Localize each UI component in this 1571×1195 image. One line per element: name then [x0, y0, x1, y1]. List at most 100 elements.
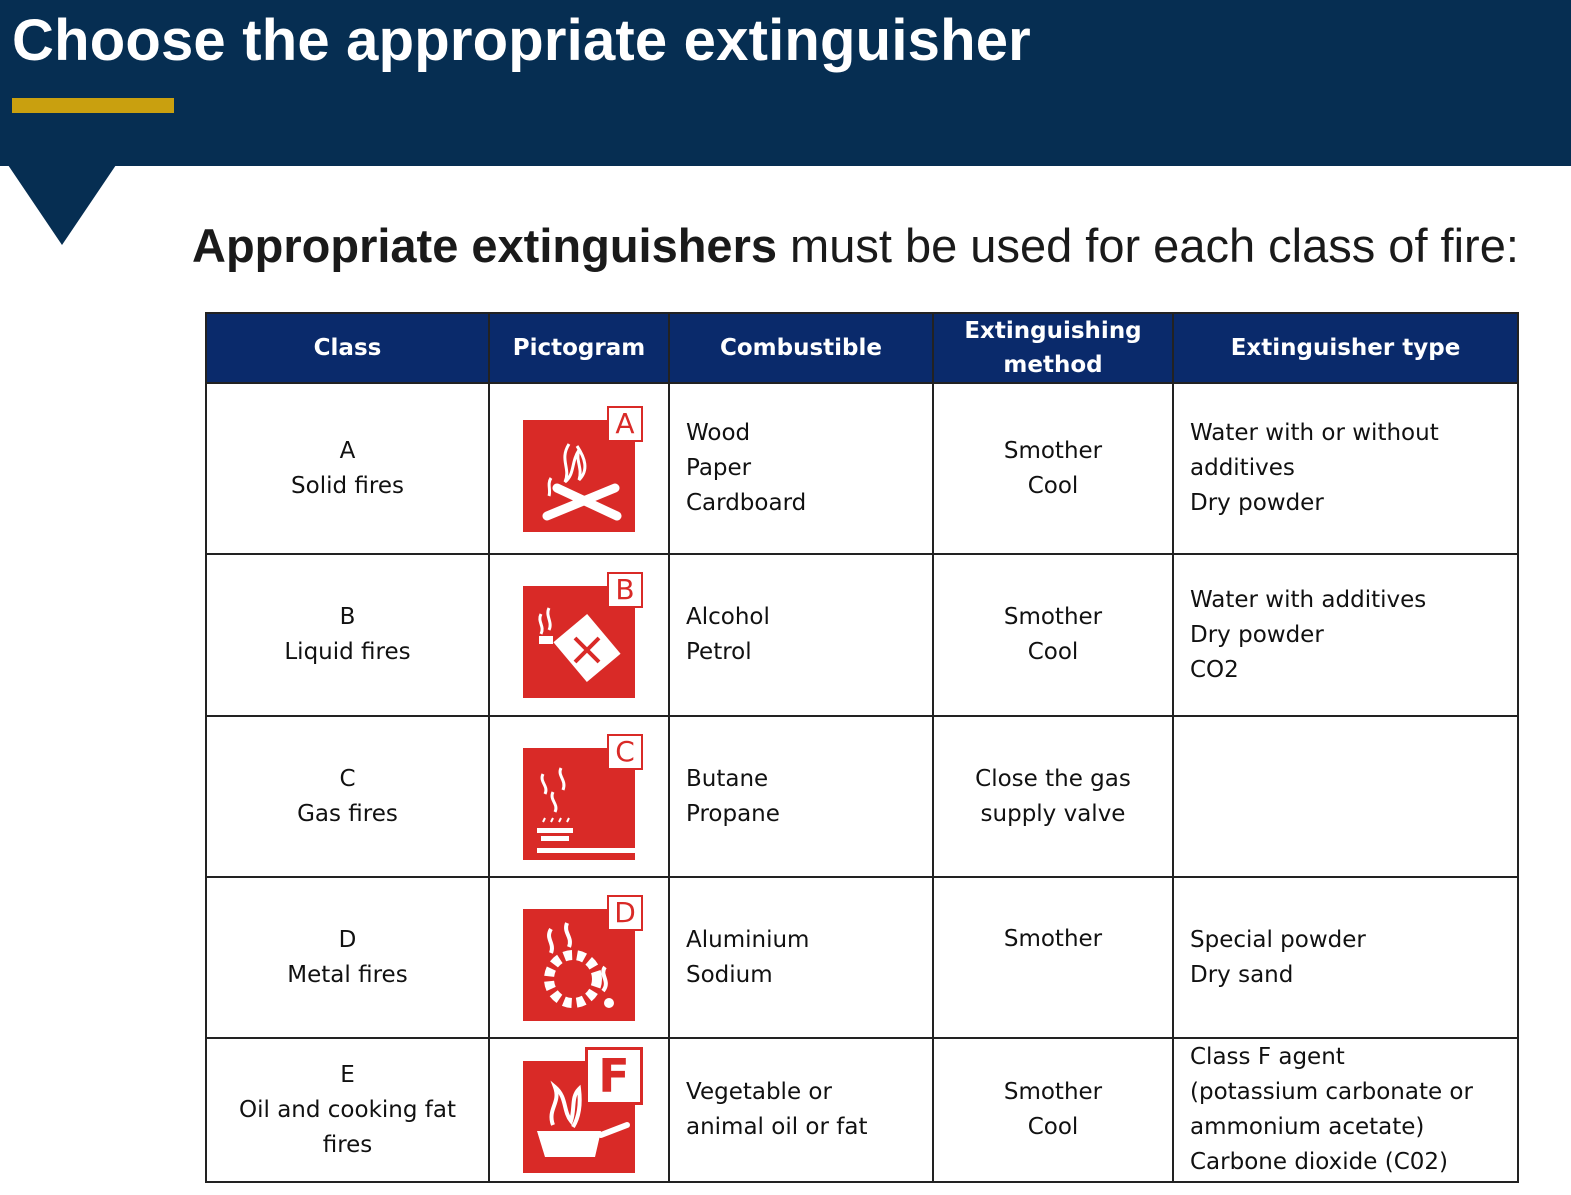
method-item: Smother — [1003, 604, 1103, 630]
pictogram-cell: C — [488, 715, 670, 878]
solid-fire-icon — [542, 442, 622, 520]
header-pointer-triangle — [8, 165, 116, 245]
method-cell: Smother Cool — [932, 553, 1174, 717]
combustible-item: Sodium — [686, 961, 773, 988]
combustible-cell: Alcohol Petrol — [668, 553, 934, 717]
class-name: Metal fires — [287, 961, 408, 988]
method-item: Close the gas — [975, 765, 1131, 792]
solid-fire-pictogram: A — [515, 405, 643, 532]
column-header-pictogram: Pictogram — [488, 312, 670, 384]
type-item: Dry powder — [1190, 621, 1324, 648]
method-cell: Smother Cool — [932, 1037, 1174, 1183]
type-cell: Water with or without additives Dry powd… — [1172, 382, 1519, 555]
method-item: Cool — [1027, 1114, 1079, 1140]
type-item: Dry powder — [1190, 490, 1324, 516]
type-item: (potassium carbonate or — [1190, 1079, 1473, 1105]
method-item: Cool — [1027, 472, 1079, 499]
table-row: B Liquid fires B Alcohol — [205, 553, 1519, 717]
method-cell: Smother — [932, 876, 1174, 1039]
class-cell: B Liquid fires — [205, 553, 490, 717]
pictogram-cell: F — [488, 1037, 670, 1183]
combustible-item: Vegetable or — [686, 1079, 832, 1105]
type-cell: Water with additives Dry powder CO2 — [1172, 553, 1519, 717]
table-row: A Solid fires A Wood Paper — [205, 382, 1519, 555]
column-header-class: Class — [205, 312, 490, 384]
combustible-item: Cardboard — [686, 490, 807, 516]
type-item: ammonium acetate) — [1190, 1114, 1425, 1140]
liquid-fire-pictogram: B — [515, 572, 643, 698]
combustible-item: Butane — [686, 765, 769, 792]
gas-fire-pictogram: C — [515, 733, 643, 860]
class-letter: C — [339, 765, 356, 792]
class-name: Liquid fires — [284, 639, 411, 665]
method-item: Smother — [1003, 926, 1103, 952]
type-item: Water with additives — [1190, 586, 1427, 613]
cooking-fat-fire-pictogram: F — [515, 1047, 643, 1173]
type-cell: Class F agent (potassium carbonate or am… — [1172, 1037, 1519, 1183]
type-item: Water with or without additives — [1190, 420, 1439, 481]
combustible-item: animal oil or fat — [686, 1114, 868, 1140]
liquid-fire-icon — [538, 607, 621, 683]
column-header-combustible: Combustible — [668, 312, 934, 384]
class-cell: E Oil and cooking fat fires — [205, 1037, 490, 1183]
header-banner: Choose the appropriate extinguisher — [0, 0, 1571, 166]
combustible-item: Paper — [686, 455, 752, 481]
table-row: D Metal fires D Aluminium Sodium — [205, 876, 1519, 1039]
method-item: supply valve — [980, 800, 1126, 827]
type-item: Special powder — [1190, 926, 1366, 953]
combustible-item: Alcohol — [686, 604, 770, 630]
combustible-cell: Vegetable or animal oil or fat — [668, 1037, 934, 1183]
class-name: Gas fires — [297, 800, 398, 827]
pictogram-letter: D — [607, 894, 643, 931]
class-name: Oil and cooking fat fires — [239, 1096, 456, 1158]
type-item: Carbone dioxide (C02) — [1190, 1149, 1449, 1175]
column-header-method: Extinguishing method — [932, 312, 1174, 384]
class-letter: A — [339, 437, 356, 464]
class-cell: D Metal fires — [205, 876, 490, 1039]
subtitle-rest: must be used for each class of fire: — [777, 219, 1519, 272]
class-letter: E — [340, 1061, 355, 1088]
combustible-item: Aluminium — [686, 926, 810, 953]
method-cell: Smother Cool — [932, 382, 1174, 555]
table-row: E Oil and cooking fat fires F Vegetable … — [205, 1037, 1519, 1183]
type-cell — [1172, 715, 1519, 878]
page-title: Choose the appropriate extinguisher — [12, 8, 1031, 73]
class-name: Solid fires — [291, 472, 404, 499]
gas-fire-icon — [537, 766, 635, 853]
metal-fire-pictogram: D — [515, 894, 643, 1021]
pictogram-letter: F — [585, 1047, 643, 1105]
type-cell: Special powder Dry sand — [1172, 876, 1519, 1039]
pictogram-cell: D — [488, 876, 670, 1039]
type-item: CO2 — [1190, 656, 1239, 683]
pictogram-cell: A — [488, 382, 670, 555]
method-cell: Close the gas supply valve — [932, 715, 1174, 878]
type-item: Dry sand — [1190, 961, 1294, 988]
pictogram-letter: C — [607, 733, 643, 770]
combustible-cell: Aluminium Sodium — [668, 876, 934, 1039]
method-item: Cool — [1027, 639, 1079, 665]
table-row: C Gas fires C Butane P — [205, 715, 1519, 878]
combustible-cell: Wood Paper Cardboard — [668, 382, 934, 555]
class-letter: B — [339, 604, 356, 630]
cooking-fat-fire-icon — [537, 1080, 630, 1157]
pictogram-cell: B — [488, 553, 670, 717]
column-header-type: Extinguisher type — [1172, 312, 1519, 384]
combustible-item: Propane — [686, 800, 780, 827]
metal-fire-icon — [544, 921, 614, 1008]
pictogram-letter: A — [607, 405, 643, 442]
combustible-item: Wood — [686, 420, 751, 446]
pictogram-letter: B — [607, 572, 643, 608]
combustible-item: Petrol — [686, 639, 752, 665]
combustible-cell: Butane Propane — [668, 715, 934, 878]
title-accent-bar — [12, 98, 174, 113]
class-cell: A Solid fires — [205, 382, 490, 555]
subtitle: Appropriate extinguishers must be used f… — [192, 218, 1519, 274]
type-item: Class F agent — [1190, 1044, 1345, 1070]
method-item: Smother — [1003, 1079, 1103, 1105]
class-letter: D — [338, 926, 357, 953]
extinguisher-table: Class Pictogram Combustible Extinguishin… — [205, 312, 1519, 1183]
class-cell: C Gas fires — [205, 715, 490, 878]
subtitle-bold: Appropriate extinguishers — [192, 219, 777, 272]
method-item: Smother — [1003, 437, 1103, 464]
table-header-row: Class Pictogram Combustible Extinguishin… — [205, 312, 1519, 384]
